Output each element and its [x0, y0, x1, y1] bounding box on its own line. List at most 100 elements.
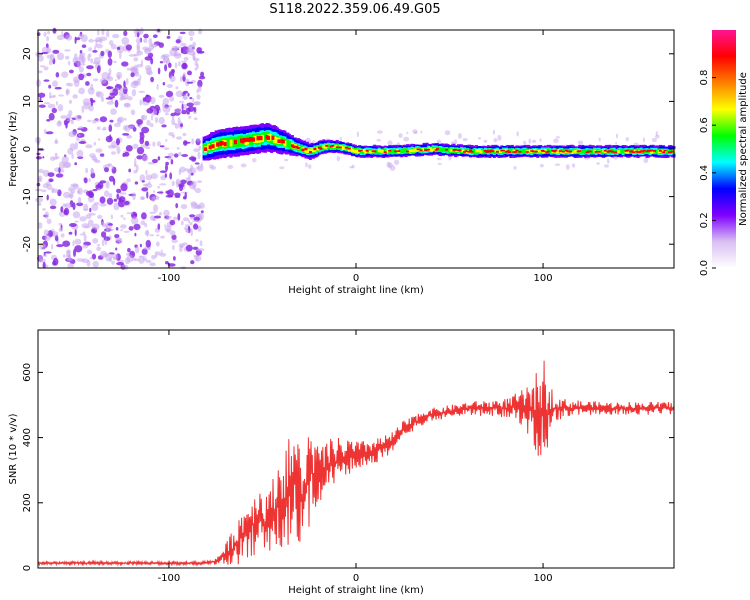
noise-blob: [119, 96, 124, 101]
noise-blob: [73, 79, 80, 87]
signal-track-cell: [659, 150, 662, 152]
signal-track-cell: [641, 150, 645, 153]
noise-blob: [115, 227, 119, 231]
noise-blob: [89, 153, 96, 159]
noise-blob: [497, 134, 502, 141]
noise-blob: [106, 224, 109, 233]
noise-blob: [178, 184, 184, 192]
signal-track-cell: [534, 150, 538, 153]
noise-blob: [168, 62, 172, 69]
noise-blob: [132, 143, 139, 149]
signal-track-cell: [325, 144, 329, 147]
signal-track-cell: [458, 149, 462, 152]
noise-blob: [68, 131, 77, 138]
noise-blob: [166, 216, 173, 218]
signal-track-cell: [554, 149, 558, 152]
noise-blob: [89, 257, 94, 260]
noise-blob: [279, 166, 285, 170]
noise-blob: [184, 227, 188, 230]
noise-blob: [194, 187, 201, 194]
noise-blob: [187, 70, 192, 76]
noise-blob: [389, 165, 396, 171]
noise-blob: [227, 164, 234, 170]
signal-track-cell: [373, 150, 377, 153]
noise-blob: [55, 72, 60, 78]
signal-track-cell: [211, 144, 215, 149]
noise-blob: [420, 130, 423, 134]
noise-blob: [168, 152, 175, 157]
noise-blob: [195, 239, 199, 242]
noise-blob: [67, 147, 74, 155]
noise-blob: [123, 230, 130, 233]
noise-blob: [555, 136, 561, 139]
noise-blob: [165, 138, 168, 142]
noise-blob: [116, 262, 124, 266]
noise-blob: [117, 74, 121, 81]
noise-blob: [99, 180, 107, 184]
noise-blob: [598, 137, 601, 142]
noise-blob: [40, 65, 45, 68]
noise-blob: [46, 183, 53, 191]
noise-blob: [126, 212, 133, 215]
noise-blob: [186, 168, 193, 174]
noise-blob: [58, 227, 64, 232]
noise-blob: [86, 72, 92, 77]
noise-blob: [141, 126, 150, 134]
signal-track-cell: [546, 150, 550, 153]
noise-blob: [56, 52, 65, 61]
signal-track-cell: [281, 139, 285, 144]
noise-blob: [198, 28, 203, 35]
noise-blob: [145, 239, 151, 248]
noise-blob: [97, 182, 104, 190]
signal-track-cell: [359, 149, 363, 152]
noise-blob: [74, 162, 78, 166]
noise-blob: [513, 166, 517, 170]
noise-blob: [73, 248, 76, 257]
noise-blob: [74, 220, 79, 223]
noise-blob: [116, 146, 121, 155]
noise-blob: [63, 209, 68, 215]
colorbar-gradient: [712, 30, 736, 268]
noise-blob: [88, 178, 91, 182]
noise-blob: [66, 119, 73, 122]
noise-blob: [113, 60, 117, 64]
noise-blob: [577, 140, 584, 145]
noise-blob: [183, 141, 191, 144]
noise-blob: [457, 133, 462, 139]
signal-track-cell: [626, 150, 630, 154]
noise-blob: [180, 203, 188, 210]
signal-track-cell: [304, 147, 308, 151]
noise-blob: [122, 133, 130, 136]
noise-blob: [189, 222, 193, 226]
signal-track-cell: [259, 135, 263, 141]
noise-blob: [146, 191, 149, 199]
noise-blob: [92, 238, 99, 244]
noise-blob: [82, 244, 89, 249]
noise-blob: [36, 32, 41, 36]
noise-blob: [60, 115, 68, 119]
noise-blob: [196, 248, 205, 252]
noise-blob: [642, 137, 646, 143]
x-tick-label: 100: [534, 573, 553, 584]
noise-blob: [171, 118, 176, 126]
noise-blob: [120, 229, 123, 232]
signal-track-cell: [542, 150, 546, 153]
signal-track-cell: [491, 150, 495, 153]
noise-blob: [186, 81, 194, 84]
noise-blob: [70, 183, 79, 188]
noise-blob: [104, 238, 108, 246]
signal-track-cell: [406, 150, 410, 153]
noise-blob: [182, 132, 187, 137]
noise-blob: [154, 251, 161, 256]
noise-blob: [182, 62, 187, 69]
y-tick-label: 0: [22, 565, 33, 571]
noise-blob: [115, 237, 122, 243]
noise-blob: [69, 223, 77, 227]
noise-blob: [155, 241, 160, 247]
noise-blob: [178, 151, 182, 156]
noise-blob: [188, 30, 195, 36]
noise-blob: [120, 214, 124, 218]
noise-blob: [99, 202, 107, 207]
signal-track-cell: [611, 151, 615, 153]
noise-blob: [49, 205, 57, 210]
